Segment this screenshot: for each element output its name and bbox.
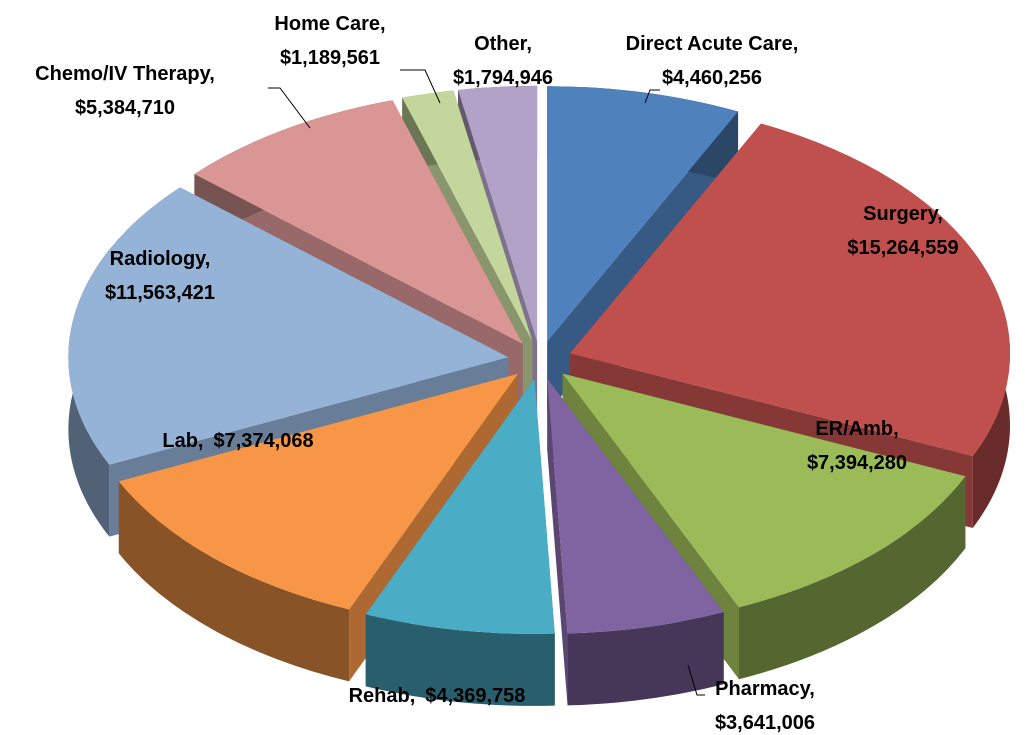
slice-top bbox=[562, 373, 966, 608]
labels: Direct Acute Care, $4,460,256 Surgery, $15,… bbox=[35, 13, 958, 734]
slice-top bbox=[402, 90, 533, 342]
pie bbox=[68, 85, 1011, 706]
label-category: Other, bbox=[474, 33, 532, 55]
label-category: Direct Acute Care, bbox=[626, 33, 799, 55]
label-value: $11,563,421 bbox=[105, 282, 215, 304]
slice-top bbox=[68, 187, 509, 465]
leader-line bbox=[268, 87, 311, 129]
label-value: $7,394,280 bbox=[807, 452, 907, 474]
slice-wall bbox=[118, 481, 350, 682]
data-label: Lab, $7,374,068 bbox=[162, 430, 313, 452]
label-value: $7,374,068 bbox=[214, 430, 314, 452]
slice-wall bbox=[365, 614, 555, 706]
label-category: Rehab, bbox=[349, 685, 416, 707]
data-label: Rehab, $4,369,758 bbox=[349, 685, 526, 707]
slice-wall bbox=[739, 476, 966, 680]
data-label: Direct Acute Care, $4,460,256 bbox=[626, 33, 799, 89]
label-value: $4,460,256 bbox=[662, 67, 762, 89]
leader-line bbox=[400, 69, 441, 104]
slice-side bbox=[547, 378, 568, 706]
slice-top bbox=[365, 378, 555, 634]
label-value: $3,641,006 bbox=[715, 712, 815, 734]
label-category: ER/Amb, bbox=[815, 418, 898, 440]
label-value: $1,189,561 bbox=[280, 47, 380, 69]
slice bbox=[365, 378, 555, 706]
leader-line bbox=[644, 89, 660, 104]
slice-top bbox=[570, 123, 1011, 456]
label-value: $5,384,710 bbox=[75, 97, 175, 119]
data-label: Pharmacy, $3,641,006 bbox=[715, 678, 815, 734]
label-category: Chemo/IV Therapy, bbox=[35, 63, 215, 85]
label-category: Pharmacy, bbox=[715, 678, 815, 700]
data-label: ER/Amb, $7,394,280 bbox=[807, 418, 907, 474]
data-label: Home Care, $1,189,561 bbox=[274, 13, 385, 69]
slice-top bbox=[458, 85, 538, 341]
label-value: $4,369,758 bbox=[425, 685, 525, 707]
label-category: Home Care, bbox=[274, 13, 385, 35]
slice-top bbox=[547, 86, 739, 342]
data-label: Surgery, $15,264,559 bbox=[847, 203, 958, 259]
label-value: $1,794,946 bbox=[453, 67, 553, 89]
label-category: Surgery, bbox=[863, 203, 943, 225]
label-category: Radiology, bbox=[110, 248, 211, 270]
label-category: Lab, bbox=[162, 430, 203, 452]
data-label: Radiology, $11,563,421 bbox=[105, 248, 215, 304]
data-label: Other, $1,794,946 bbox=[453, 33, 553, 89]
slice bbox=[547, 378, 724, 706]
leader-line bbox=[687, 664, 705, 696]
slice-top bbox=[194, 100, 523, 344]
label-value: $15,264,559 bbox=[847, 237, 958, 259]
slice-top bbox=[547, 378, 724, 634]
data-label: Chemo/IV Therapy, $5,384,710 bbox=[35, 63, 215, 119]
slice-wall bbox=[567, 612, 724, 706]
slice-top bbox=[118, 373, 518, 610]
